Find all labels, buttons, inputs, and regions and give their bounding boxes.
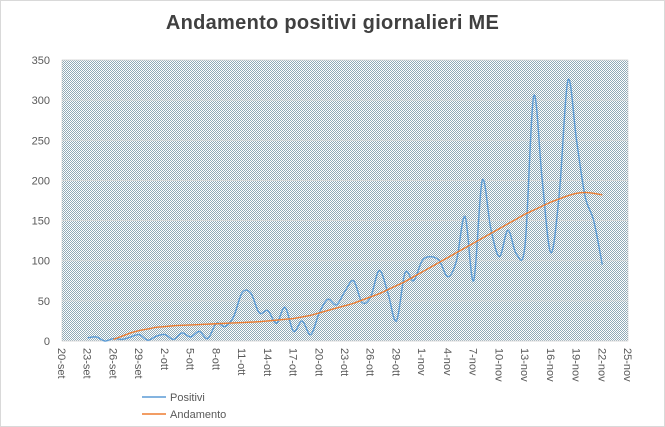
x-tick-label: 26-ott [364,348,376,376]
x-tick-label: 7-nov [467,348,479,376]
y-tick-label: 50 [38,296,50,308]
y-tick-label: 300 [32,95,50,107]
y-tick-label: 350 [32,55,50,67]
x-tick-label: 4-nov [441,348,453,376]
y-tick-label: 150 [32,216,50,228]
x-tick-label: 19-nov [570,348,582,382]
x-tick-label: 29-set [132,348,144,379]
x-tick-label: 23-ott [338,348,350,376]
x-axis-tick-labels: 20-set 23-set 26-set 29-set 2-ott 5-ott 8-ott 1… [55,348,633,382]
y-axis-tick-labels: 0 50 100 150 200 250 300 350 [32,55,50,348]
x-tick-label: 25-nov [621,348,633,382]
legend-label: Andamento [170,409,226,421]
x-tick-label: 26-set [106,348,118,379]
y-tick-label: 200 [32,175,50,187]
legend: Positivi Andamento [142,392,226,421]
x-tick-label: 5-ott [184,348,196,370]
x-tick-label: 10-nov [492,348,504,382]
x-tick-label: 11-ott [235,348,247,375]
x-tick-label: 16-nov [544,348,556,382]
x-tick-label: 8-ott [209,348,221,370]
x-tick-label: 14-ott [261,348,273,376]
x-tick-label: 17-ott [287,348,299,376]
x-tick-label: 22-nov [595,348,607,382]
series-line-positivi [87,78,603,342]
y-tick-label: 100 [32,256,50,268]
x-tick-label: 1-nov [415,348,427,376]
x-tick-label: 2-ott [158,348,170,370]
y-tick-label: 0 [44,336,50,348]
legend-label: Positivi [170,392,205,404]
x-tick-label: 20-set [55,348,67,379]
plot-area [61,59,629,342]
x-tick-label: 29-ott [389,348,401,376]
series-line-andamento [113,191,603,341]
x-tick-label: 13-nov [518,348,530,382]
chart-title: Andamento positivi giornalieri ME [165,12,500,34]
y-tick-label: 250 [32,135,50,147]
x-tick-label: 20-ott [312,348,324,376]
x-tick-label: 23-set [81,348,93,379]
series-lines [87,78,603,342]
